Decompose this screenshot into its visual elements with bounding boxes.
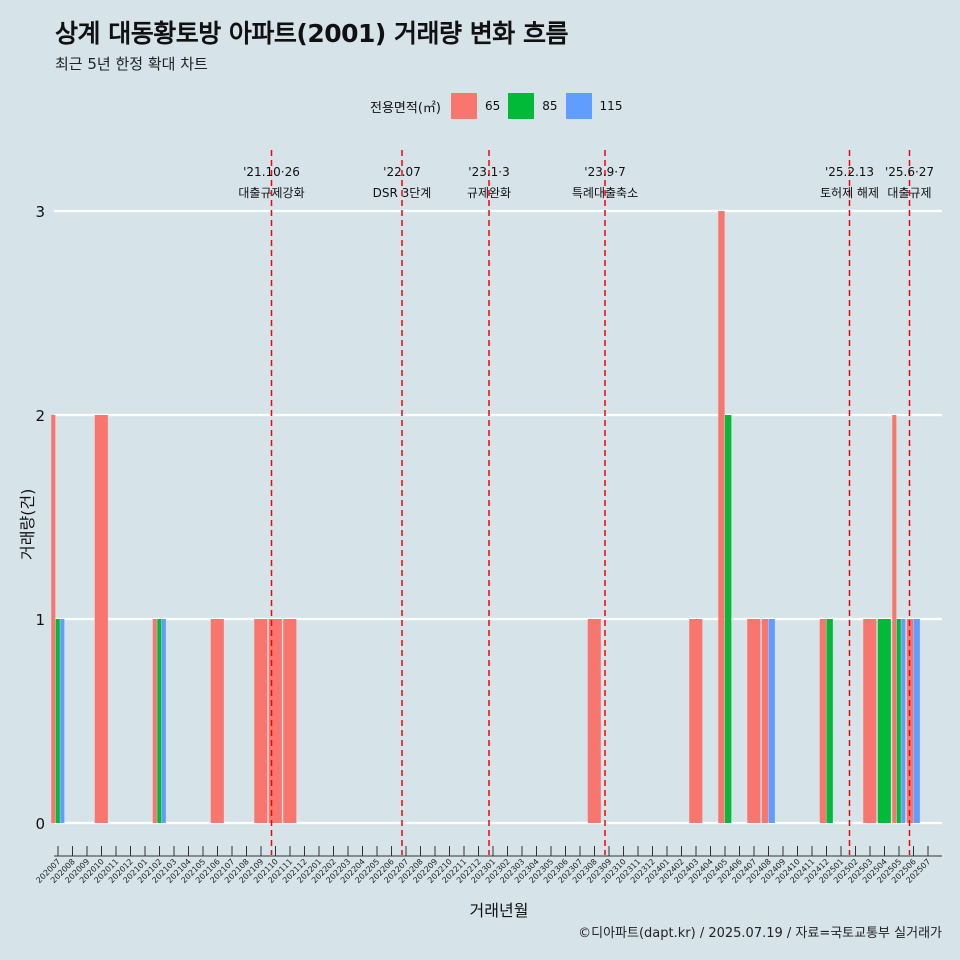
bar-202007-85 — [55, 619, 60, 823]
legend-label-65: 65 — [484, 99, 501, 113]
bar-202102-85 — [157, 619, 162, 823]
legend-swatch-65 — [450, 93, 477, 119]
bar-202405-65 — [718, 211, 725, 823]
y-tick-label-2: 2 — [35, 407, 45, 425]
bar-202007-115 — [60, 619, 65, 823]
bar-202110-65 — [268, 619, 282, 823]
bar-202111-65 — [283, 619, 297, 823]
bar-202007-65 — [51, 415, 56, 823]
bar-202505-65 — [892, 415, 897, 823]
bar-202505-85 — [896, 619, 901, 823]
event-label-202301: 규제완화 — [467, 186, 511, 200]
event-date-202506: '25.6·27 — [885, 165, 934, 179]
chart-subtitle: 최근 5년 한정 확대 차트 — [55, 55, 208, 73]
bar-202102-65 — [152, 619, 157, 823]
event-label-202207: DSR 3단계 — [373, 186, 432, 200]
event-date-202207: '22.07 — [383, 165, 421, 179]
chart-title: 상계 대동황토방 아파트(2001) 거래량 변화 흐름 — [55, 19, 568, 48]
bar-202412-65 — [819, 619, 827, 823]
bar-202405-85 — [725, 415, 732, 823]
bar-202506-115 — [913, 619, 920, 823]
legend-label-85: 85 — [542, 99, 558, 113]
event-date-202309: '23.9·7 — [584, 165, 625, 179]
bar-202109-65 — [254, 619, 268, 823]
legend-swatch-85 — [508, 93, 535, 119]
event-date-202301: '23.1·3 — [468, 165, 509, 179]
event-label-202506: 대출규제 — [887, 186, 931, 200]
y-axis-label: 거래량(건) — [18, 488, 37, 560]
legend: 전용면적(㎡) 65 85 115 — [370, 93, 630, 119]
legend-swatch-115 — [565, 93, 592, 119]
y-tick-label-3: 3 — [35, 203, 45, 221]
event-label-202110: 대출규제강화 — [238, 186, 304, 200]
legend-label-115: 115 — [599, 99, 623, 113]
bar-202408-65 — [761, 619, 769, 823]
x-axis-label: 거래년월 — [469, 901, 529, 920]
event-date-202110: '21.10·26 — [243, 165, 300, 179]
event-label-202309: 특례대출축소 — [572, 186, 638, 200]
bar-202010-65 — [94, 415, 108, 823]
event-date-202502: '25.2.13 — [825, 165, 874, 179]
event-label-202502: 토허제 해제 — [820, 186, 879, 200]
bar-202504-85 — [877, 619, 891, 823]
bar-202408-115 — [768, 619, 775, 823]
legend-item-85: 85 — [508, 93, 558, 119]
bar-202106-65 — [210, 619, 224, 823]
bar-202308-65 — [587, 619, 601, 823]
bar-202407-65 — [747, 619, 761, 823]
legend-item-65: 65 — [450, 93, 501, 119]
bar-202503-65 — [863, 619, 877, 823]
bar-202102-115 — [161, 619, 166, 823]
bar-202505-115 — [901, 619, 906, 823]
bar-202403-65 — [689, 619, 703, 823]
bar-202412-85 — [826, 619, 833, 823]
y-tick-label-0: 0 — [35, 815, 45, 833]
y-tick-label-1: 1 — [35, 611, 45, 629]
legend-item-115: 115 — [565, 93, 623, 119]
legend-title: 전용면적(㎡) — [370, 100, 441, 116]
source-caption: ©디아파트(dapt.kr) / 2025.07.19 / 자료=국토교통부 실… — [578, 926, 942, 941]
